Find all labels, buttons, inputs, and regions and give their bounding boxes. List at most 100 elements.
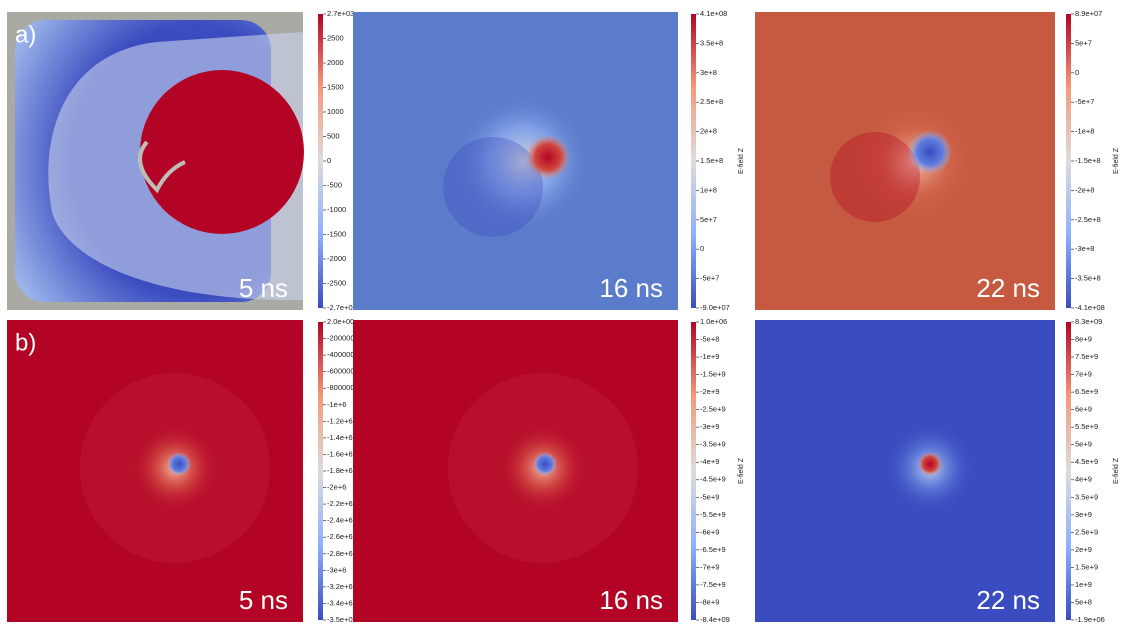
colorbar-tick-label: -7.5e+9	[700, 580, 726, 589]
colorbar-tick-label: 2e+8	[700, 127, 717, 136]
colorbar	[318, 322, 323, 620]
colorbar-tick-label: 1500	[327, 82, 344, 91]
colorbar-tick-label: 4e+9	[1075, 475, 1092, 484]
time-label: 22 ns	[976, 273, 1040, 303]
colorbar-tick-label: 4.1e+08	[700, 9, 727, 18]
colorbar-tick-label: 3.5e+9	[1075, 492, 1098, 501]
colorbar-tick-label: -800000	[327, 383, 355, 392]
colorbar-tick-label: -6.5e+9	[700, 545, 726, 554]
colorbar-tick-label: 2.7e+03	[327, 9, 354, 18]
colorbar-tick-label: 0	[327, 156, 331, 165]
colorbar-tick-label: 1.5e+9	[1075, 562, 1098, 571]
colorbar-tick-label: 500	[327, 131, 340, 140]
colorbar-tick-label: 1.5e+8	[700, 156, 723, 165]
colorbar-tick-label: -1.5e+8	[1075, 156, 1101, 165]
colorbar-tick-label: -3.5e+8	[1075, 274, 1101, 283]
colorbar-tick-label: -1.6e+6	[327, 449, 353, 458]
colorbar-tick-label: 1e+9	[1075, 580, 1092, 589]
field-core	[526, 135, 570, 179]
colorbar-tick-label: 2e+9	[1075, 545, 1092, 554]
colorbar-tick-label: -1000	[327, 205, 346, 214]
colorbar-tick-label: -500	[327, 180, 342, 189]
colorbar-title: E-field Z	[738, 457, 745, 484]
colorbar-tick-label: 1.0e+06	[700, 317, 727, 326]
colorbar	[1066, 14, 1071, 308]
colorbar-tick-label: -2e+6	[327, 483, 346, 492]
colorbar-tick-label: -3.5e+06	[327, 615, 357, 624]
colorbar-tick-label: -3e+8	[1075, 244, 1094, 253]
colorbar-tick-label: 5.5e+9	[1075, 422, 1098, 431]
colorbar-tick-label: 3e+9	[1075, 510, 1092, 519]
colorbar-tick-label: -4.1e+08	[1075, 303, 1105, 312]
colorbar-tick-label: -1e+9	[700, 352, 719, 361]
colorbar-tick-label: -3.5e+9	[700, 440, 726, 449]
colorbar-tick-label: 2.5e+8	[700, 97, 723, 106]
colorbar	[691, 14, 696, 308]
colorbar-tick-label: 3e+8	[700, 68, 717, 77]
field-front	[137, 140, 186, 194]
colorbar-tick-label: -2e+8	[1075, 185, 1094, 194]
colorbar-title: E-field Z	[1113, 147, 1120, 174]
colorbar-tick-label: -8.4e+09	[700, 615, 730, 624]
row-label: b)	[15, 329, 36, 356]
colorbar-tick-label: -1500	[327, 229, 346, 238]
colorbar-tick-label: -1.9e+06	[1075, 615, 1105, 624]
colorbar-tick-label: -1e+6	[327, 400, 346, 409]
colorbar-tick-label: -200000	[327, 334, 355, 343]
colorbar-tick-label: -400000	[327, 350, 355, 359]
colorbar-tick-label: -5e+8	[700, 335, 719, 344]
colorbar-tick-label: -8e+9	[700, 597, 719, 606]
colorbar-tick-label: 4.5e+9	[1075, 457, 1098, 466]
colorbar-tick-label: -3.2e+6	[327, 582, 353, 591]
colorbar-tick-label: -2e+9	[700, 387, 719, 396]
field-core	[533, 452, 557, 476]
colorbar-tick-label: -2.5e+9	[700, 405, 726, 414]
colorbar-tick-label: -1e+8	[1075, 127, 1094, 136]
colorbar-tick-label: -6e+9	[700, 527, 719, 536]
time-label: 5 ns	[239, 273, 288, 303]
colorbar-tick-label: 0	[700, 244, 704, 253]
colorbar-tick-label: -1.8e+6	[327, 466, 353, 475]
colorbar-tick-label: -9.0e+07	[700, 303, 730, 312]
colorbar-title: E-field Z	[738, 147, 745, 174]
colorbar-tick-label: 5e+7	[700, 215, 717, 224]
colorbar-tick-label: 7.5e+9	[1075, 352, 1098, 361]
time-label: 22 ns	[976, 585, 1040, 615]
colorbar-tick-label: 8.9e+07	[1075, 9, 1102, 18]
colorbar	[1066, 322, 1071, 620]
colorbar-tick-label: 6.5e+9	[1075, 387, 1098, 396]
colorbar-tick-label: 5e+9	[1075, 440, 1092, 449]
colorbar-tick-label: 5e+7	[1075, 38, 1092, 47]
colorbar-tick-label: -1.5e+9	[700, 370, 726, 379]
colorbar-tick-label: -3e+6	[327, 565, 346, 574]
colorbar-title: E-field Z	[1113, 457, 1120, 484]
colorbar-tick-label: -2.4e+6	[327, 516, 353, 525]
colorbar-tick-label: -5e+9	[700, 492, 719, 501]
colorbar-tick-label: -1.2e+6	[327, 416, 353, 425]
colorbar-tick-label: 1000	[327, 107, 344, 116]
colorbar-tick-label: 6e+9	[1075, 405, 1092, 414]
colorbar-tick-label: -2.7e+03	[327, 303, 357, 312]
colorbar-tick-label: 7e+9	[1075, 370, 1092, 379]
colorbar-tick-label: -7e+9	[700, 562, 719, 571]
colorbar-tick-label: -2.6e+6	[327, 532, 353, 541]
colorbar-tick-label: -3e+9	[700, 422, 719, 431]
field-halo	[453, 92, 593, 232]
colorbar-tick-label: 2.0e+00	[327, 317, 354, 326]
colorbar-tick-label: -1.4e+6	[327, 433, 353, 442]
colorbar-tick-label: -5.5e+9	[700, 510, 726, 519]
colorbar-tick-label: -4e+9	[700, 457, 719, 466]
colorbar-tick-label: -3.4e+6	[327, 598, 353, 607]
colorbar-tick-label: 2500	[327, 33, 344, 42]
colorbar-tick-label: 1e+8	[700, 185, 717, 194]
colorbar-tick-label: -2000	[327, 254, 346, 263]
colorbar-tick-label: -2.2e+6	[327, 499, 353, 508]
colorbar-tick-label: 2000	[327, 58, 344, 67]
time-label: 16 ns	[599, 273, 663, 303]
colorbar-tick-label: 5e+8	[1075, 597, 1092, 606]
colorbar-tick-label: -5e+7	[1075, 97, 1094, 106]
field-core	[908, 130, 952, 174]
colorbar-tick-label: 8.3e+09	[1075, 317, 1102, 326]
colorbar-tick-label: -4.5e+9	[700, 475, 726, 484]
